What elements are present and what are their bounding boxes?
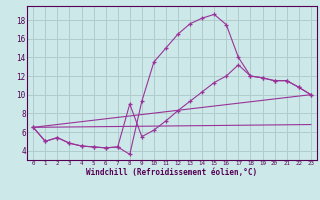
X-axis label: Windchill (Refroidissement éolien,°C): Windchill (Refroidissement éolien,°C) xyxy=(86,168,258,177)
